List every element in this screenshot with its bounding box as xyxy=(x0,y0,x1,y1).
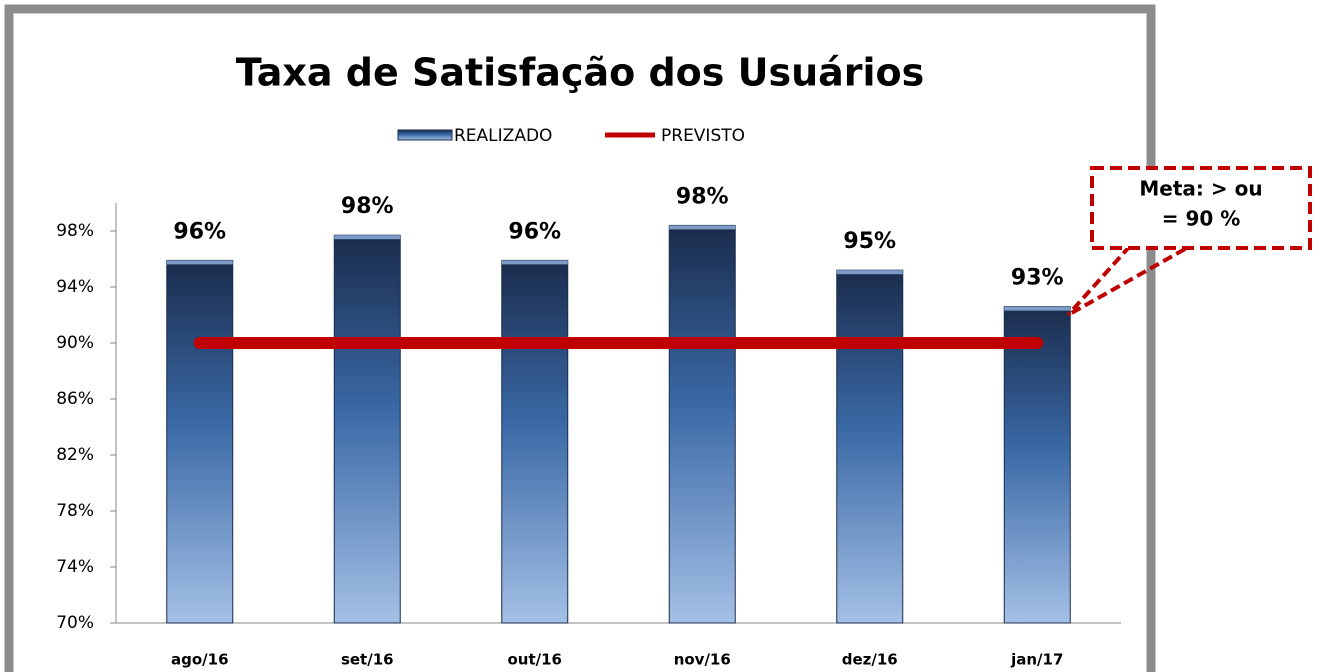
data-label: 98% xyxy=(341,194,394,219)
x-tick-label: dez/16 xyxy=(842,651,898,669)
bar-highlight xyxy=(669,225,736,230)
legend-swatch xyxy=(397,129,453,141)
callout-line xyxy=(1066,244,1132,317)
legend-label: PREVISTO xyxy=(661,126,745,146)
y-tick-label: 70% xyxy=(56,613,94,633)
bar xyxy=(836,269,904,624)
y-tick-label: 98% xyxy=(56,221,94,241)
annotation: Meta: > ou xyxy=(1139,177,1262,201)
data-label: 96% xyxy=(508,219,561,244)
bar xyxy=(166,259,234,624)
y-tick-label: 90% xyxy=(56,333,94,353)
y-tick-label: 94% xyxy=(56,277,94,297)
bar-highlight xyxy=(334,235,401,240)
y-tick-label: 78% xyxy=(56,501,94,521)
data-label: 96% xyxy=(173,219,226,244)
x-tick-label: jan/17 xyxy=(1010,651,1063,669)
bar xyxy=(1003,306,1071,624)
bar-highlight xyxy=(501,260,568,265)
x-tick-label: nov/16 xyxy=(674,651,731,669)
callout-line xyxy=(1067,247,1186,317)
y-tick-label: 86% xyxy=(56,389,94,409)
bar-highlight xyxy=(836,270,903,275)
bar-highlight xyxy=(1004,306,1071,311)
data-label: 93% xyxy=(1011,266,1064,291)
bar xyxy=(333,234,401,624)
y-tick-label: 74% xyxy=(56,557,94,577)
x-tick-label: set/16 xyxy=(341,651,394,669)
bar-highlight xyxy=(166,260,233,265)
x-tick-label: out/16 xyxy=(507,651,562,669)
bar xyxy=(668,224,736,624)
y-tick-label: 82% xyxy=(56,445,94,465)
x-tick-label: ago/16 xyxy=(171,651,229,669)
annotation: = 90 % xyxy=(1162,207,1241,231)
bar xyxy=(501,259,569,624)
legend-label: REALIZADO xyxy=(454,126,552,146)
chart-title: Taxa de Satisfação dos Usuários xyxy=(236,51,925,95)
data-label: 95% xyxy=(843,229,896,254)
callout-box xyxy=(1090,166,1312,250)
data-label: 98% xyxy=(676,184,729,209)
